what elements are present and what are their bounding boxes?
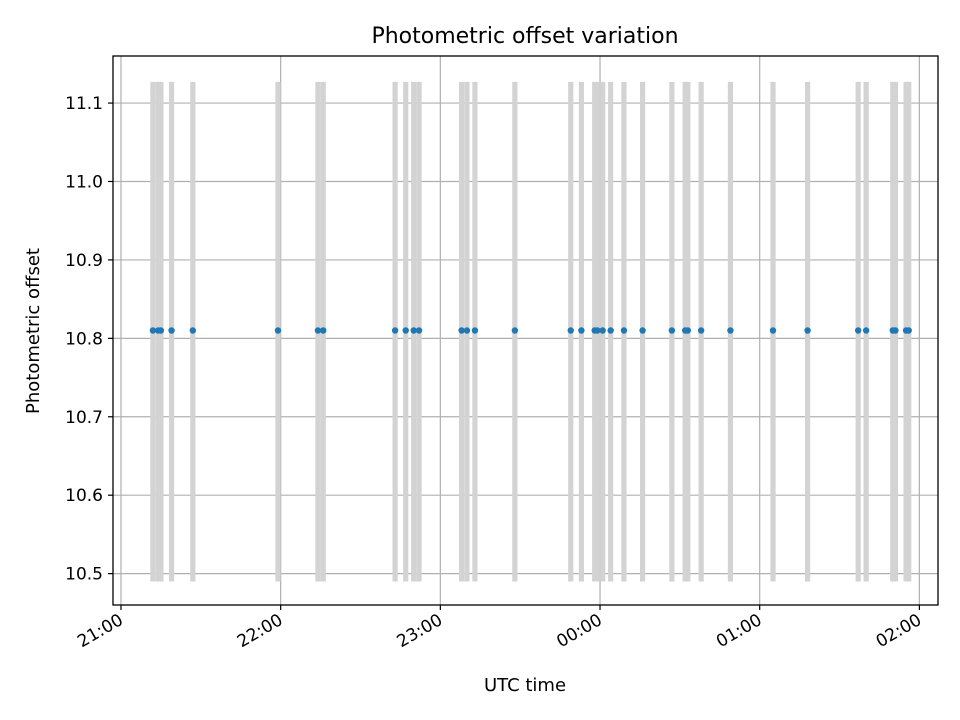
data-point: [639, 327, 646, 334]
data-point: [862, 327, 870, 334]
data-point: [410, 327, 417, 334]
plot-area-frame: [112, 55, 939, 606]
x-tick-label: 02:00: [873, 610, 925, 652]
y-tick-label: 10.7: [65, 408, 103, 428]
x-tick-label: 00:00: [553, 610, 605, 652]
data-point: [697, 327, 705, 334]
data-point: [314, 327, 322, 334]
data-point: [471, 327, 479, 334]
x-tick-label: 23:00: [394, 610, 446, 652]
x-tick-label: 01:00: [713, 610, 765, 652]
data-point: [463, 327, 471, 334]
data-point: [727, 327, 734, 334]
data-point: [189, 327, 197, 334]
y-tick-label: 11.1: [65, 94, 103, 114]
data-point: [620, 327, 628, 334]
data-point: [511, 327, 519, 334]
data-point: [149, 327, 157, 334]
data-point: [905, 327, 912, 334]
data-point: [892, 327, 899, 334]
data-point: [607, 327, 614, 334]
data-point: [854, 327, 862, 334]
y-axis-label: Photometric offset: [23, 248, 44, 414]
y-tick-label: 10.5: [65, 565, 103, 585]
y-tick-label: 11.0: [65, 172, 103, 192]
data-point: [320, 327, 327, 334]
x-axis-label: UTC time: [484, 675, 566, 696]
data-point: [668, 327, 676, 334]
y-tick-label: 10.9: [65, 251, 103, 271]
data-points: [149, 327, 912, 334]
chart-title: Photometric offset variation: [371, 24, 678, 49]
data-point: [157, 327, 165, 334]
data-point: [804, 327, 811, 334]
grid-lines: [113, 56, 938, 605]
data-point: [458, 327, 465, 334]
y-tick-label: 10.6: [65, 486, 103, 506]
data-point: [415, 327, 423, 334]
x-tick-label: 21:00: [74, 610, 126, 652]
data-point: [391, 327, 399, 334]
observation-bands: [150, 81, 912, 582]
data-point: [684, 327, 692, 334]
data-point: [594, 327, 601, 334]
x-tick-label: 22:00: [234, 610, 286, 652]
y-tick-label: 10.8: [65, 329, 103, 349]
data-point: [769, 327, 777, 334]
data-point: [274, 327, 282, 334]
data-point: [168, 327, 175, 334]
data-point: [578, 327, 585, 334]
data-point: [402, 327, 409, 334]
data-point: [567, 327, 574, 334]
data-point: [599, 327, 606, 334]
